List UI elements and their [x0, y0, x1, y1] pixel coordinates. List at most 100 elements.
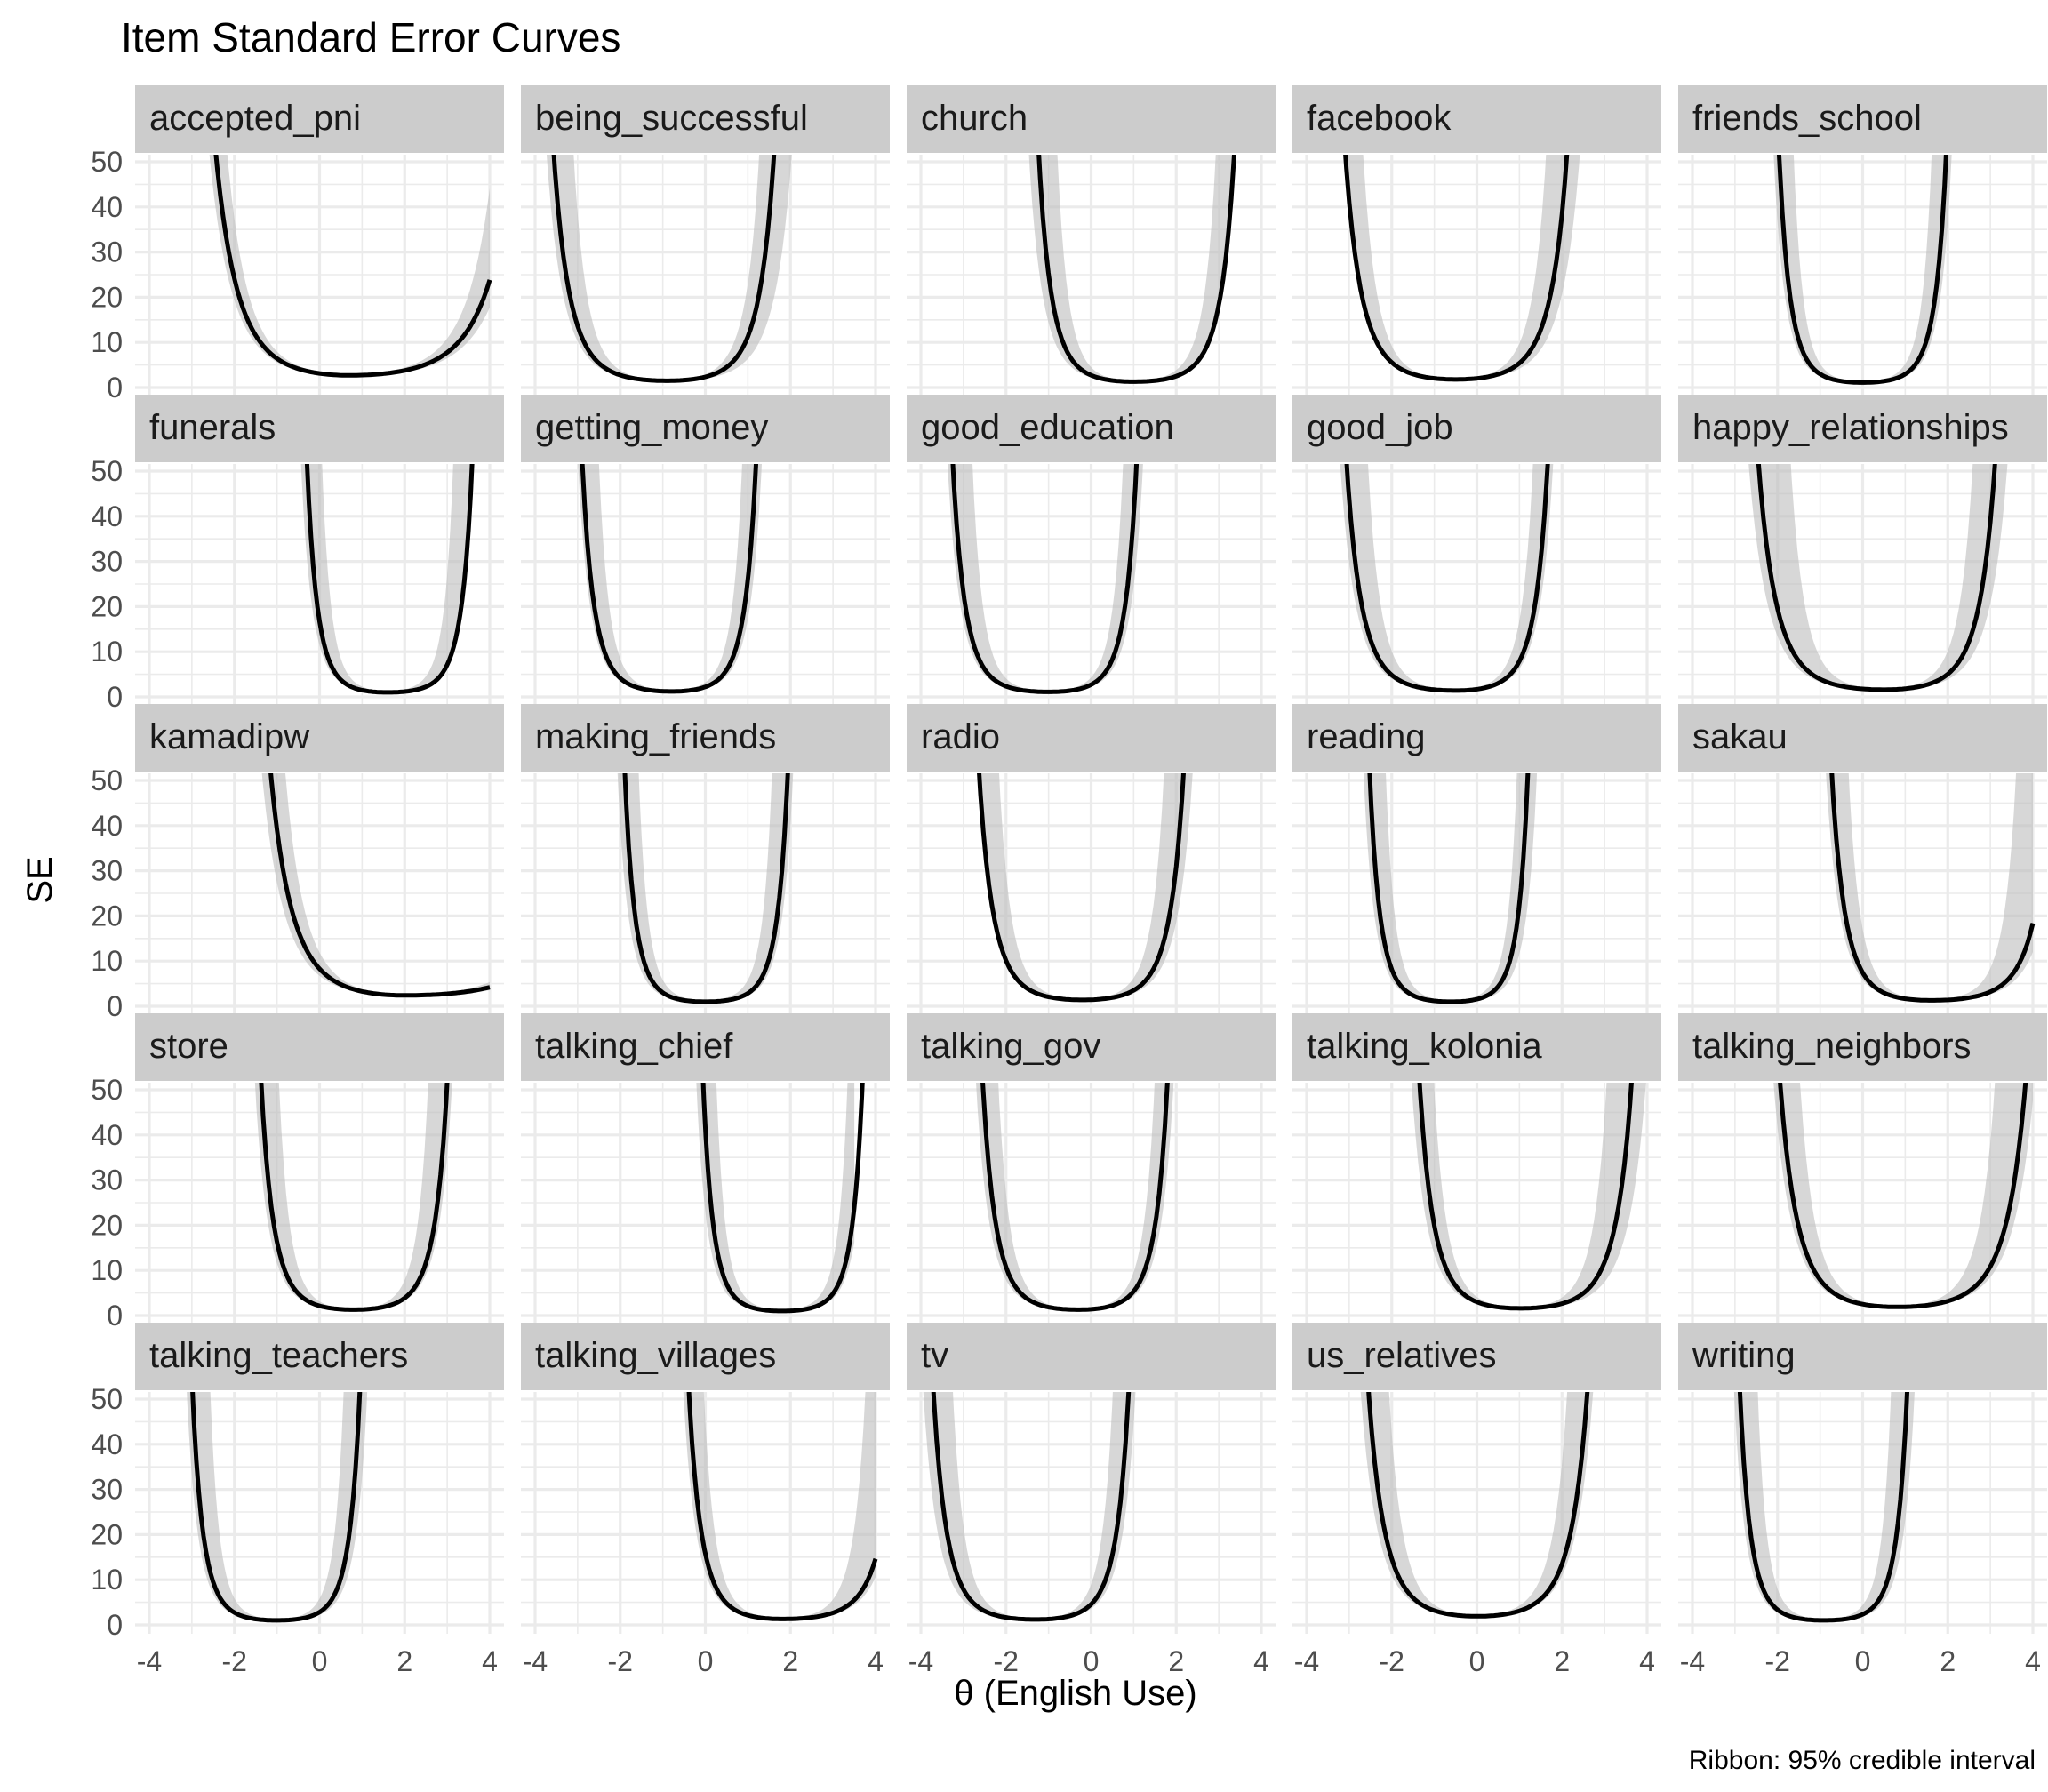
se-curve — [950, 464, 1140, 694]
facet-panel: talking_chief — [521, 1013, 890, 1324]
x-tick-label: 4 — [868, 1645, 884, 1677]
gridlines — [1678, 1083, 2047, 1324]
facet-strip — [1292, 1013, 1661, 1081]
se-curve — [1366, 1392, 1590, 1619]
se-curve — [931, 1392, 1132, 1622]
y-tick-label: 30 — [91, 236, 123, 268]
credible-interval-ribbon — [1363, 773, 1538, 1003]
credible-interval-ribbon — [1344, 155, 1580, 380]
facet-panel: good_job — [1292, 395, 1661, 706]
facet-label: radio — [921, 717, 1000, 756]
y-axis-title: SE — [20, 856, 60, 903]
facet-panel: writing -4 -2 0 2 4 — [1678, 1323, 2047, 1677]
se-curve — [1344, 464, 1550, 693]
facet-strip — [907, 85, 1276, 153]
y-tick-label: 0 — [107, 990, 123, 1022]
facet-label: church — [921, 99, 1028, 138]
facet-panel: kamadipw 0 10 20 30 40 50 — [91, 704, 504, 1022]
x-tick-label: -4 — [1680, 1645, 1705, 1677]
se-curve — [1417, 1083, 1634, 1311]
x-tick-label: -4 — [908, 1645, 933, 1677]
facet-label: good_job — [1307, 408, 1453, 447]
y-tick-label: 10 — [91, 945, 123, 977]
facet-panel: reading — [1292, 704, 1661, 1015]
se-curve — [1829, 773, 2036, 1003]
y-tick-label: 10 — [91, 326, 123, 358]
facet-panel: making_friends — [521, 704, 890, 1015]
gridlines — [1292, 1392, 1661, 1634]
facet-panel: talking_gov — [907, 1013, 1276, 1324]
y-tick-label: 10 — [91, 1564, 123, 1596]
credible-interval-ribbon — [261, 773, 490, 996]
facet-label: talking_villages — [535, 1336, 776, 1375]
gridlines — [907, 1392, 1276, 1634]
se-curve — [686, 1392, 878, 1621]
x-tick-label: 4 — [2025, 1645, 2041, 1677]
y-tick-label: 50 — [91, 1074, 123, 1106]
facet-panel: being_successful — [521, 85, 890, 396]
x-tick-label: -4 — [1294, 1645, 1319, 1677]
facet-panel: happy_relationships — [1678, 395, 2047, 706]
credible-interval-ribbon — [300, 464, 475, 692]
se-curve — [622, 773, 790, 1004]
x-tick-label: 4 — [1253, 1645, 1269, 1677]
y-tick-label: 30 — [91, 1164, 123, 1196]
se-curve — [551, 155, 777, 383]
credible-interval-ribbon — [1733, 1392, 1915, 1621]
facet-label: getting_money — [535, 408, 768, 447]
facet-label: happy_relationships — [1692, 408, 2009, 447]
se-curve — [1036, 155, 1236, 384]
chart-title: Item Standard Error Curves — [121, 14, 620, 60]
x-tick-label: 0 — [698, 1645, 714, 1677]
se-curve — [190, 1392, 363, 1623]
credible-interval-ribbon — [948, 464, 1143, 692]
facet-panel: facebook — [1292, 85, 1661, 396]
gridlines — [135, 773, 504, 1015]
facet-panel: us_relatives -4 -2 0 2 4 — [1292, 1323, 1661, 1677]
facet-strip — [135, 1323, 504, 1390]
credible-interval-ribbon — [617, 773, 794, 1003]
y-tick-label: 50 — [91, 146, 123, 178]
se-curve — [1367, 773, 1531, 1004]
facet-label: being_successful — [535, 99, 808, 138]
credible-interval-ribbon — [1773, 155, 1952, 383]
se-curve — [700, 1083, 865, 1314]
y-tick-label: 20 — [91, 1518, 123, 1550]
x-axis-title: θ (English Use) — [954, 1674, 1196, 1713]
gridlines — [521, 464, 890, 706]
facet-strip — [907, 1323, 1276, 1390]
x-tick-label: -2 — [994, 1645, 1019, 1677]
facet-panel: talking_villages -4 -2 0 2 4 — [521, 1323, 890, 1677]
facet-panel: accepted_pni 0 10 20 30 40 50 — [91, 85, 504, 404]
facet-panel: church — [907, 85, 1276, 396]
gridlines — [907, 773, 1276, 1015]
se-curve — [259, 1083, 450, 1312]
y-tick-label: 0 — [107, 1609, 123, 1641]
facet-panel: good_education — [907, 395, 1276, 706]
facet-strip — [1292, 704, 1661, 772]
facet-label: good_education — [921, 408, 1174, 447]
facet-panel: talking_teachers 0 10 20 30 40 50 -4 -2 0 2 4 — [91, 1323, 504, 1677]
y-tick-label: 20 — [91, 281, 123, 313]
y-tick-label: 40 — [91, 191, 123, 223]
credible-interval-ribbon — [977, 773, 1193, 1001]
x-tick-label: 2 — [1940, 1645, 1956, 1677]
facet-strip — [135, 704, 504, 772]
x-tick-label: -4 — [523, 1645, 548, 1677]
x-tick-label: 2 — [1168, 1645, 1184, 1677]
x-tick-label: 2 — [782, 1645, 798, 1677]
facet-label: making_friends — [535, 717, 776, 756]
facet-strip — [135, 395, 504, 462]
credible-interval-ribbon — [976, 1083, 1174, 1310]
se-curve — [1778, 1083, 2028, 1309]
gridlines — [521, 773, 890, 1015]
facet-label: talking_teachers — [149, 1336, 408, 1375]
y-tick-label: 40 — [91, 810, 123, 842]
credible-interval-ribbon — [923, 1392, 1136, 1620]
facet-label: facebook — [1307, 99, 1452, 138]
se-curve — [1737, 1392, 1910, 1623]
y-tick-label: 0 — [107, 1300, 123, 1332]
gridlines — [135, 155, 504, 396]
facet-strip — [1678, 704, 2047, 772]
